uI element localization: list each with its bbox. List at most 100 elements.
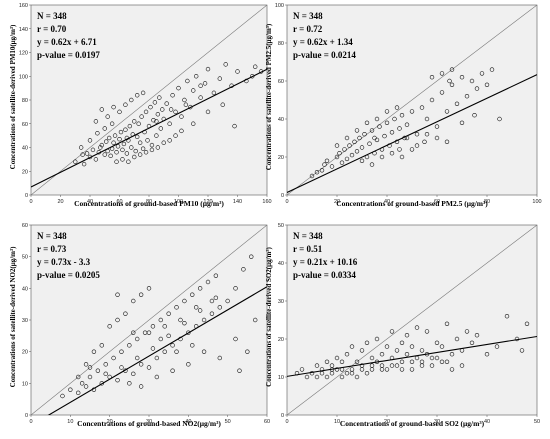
data-point [168,107,174,112]
stat-line: N = 348 [293,11,323,21]
data-point [151,117,156,123]
data-point [379,352,385,357]
data-point [152,100,158,105]
y-tick-label: 30 [278,299,284,305]
x-axis-label: Concentrations of ground-based NO2(μg/m³… [77,419,221,428]
stat-line: y = 0.62x + 1.34 [293,37,353,47]
y-axis-label: Concentrations of satellite-derived NO2(… [9,246,17,387]
y-tick-label: 60 [278,79,284,85]
data-point [397,147,402,152]
data-point [354,359,360,364]
data-point [81,161,87,167]
data-point [178,317,183,323]
data-point [384,344,390,349]
data-point [115,317,120,323]
data-point [434,124,440,129]
data-point [205,279,211,285]
data-point [362,132,367,137]
data-point [139,114,144,119]
panel-2: 0 20 40 60 80 100 0 20 40 60 80 100 N = 348 r = 0.72 y… [265,3,542,208]
data-point [429,74,435,80]
data-point [60,393,65,399]
data-point [434,340,440,345]
y-tick-label: 20 [278,337,284,343]
data-point [155,145,161,150]
y-tick-label: 30 [22,318,28,324]
data-point [106,135,112,141]
stat-line: r = 0.70 [37,24,67,34]
data-point [182,320,187,326]
data-point [334,367,340,372]
data-point [135,93,140,98]
data-point [155,112,161,117]
data-point [232,123,237,129]
regression-line [31,68,267,188]
y-tick-label: 0 [281,413,284,419]
y-tick-label: 0 [25,413,28,419]
y-tick-label: 140 [19,27,28,33]
stat-line: r = 0.72 [293,24,323,34]
data-point [419,363,425,368]
data-point [143,150,149,155]
data-point [469,78,475,84]
y-tick-label: 80 [278,41,284,47]
data-point [109,121,115,126]
data-point [409,367,415,372]
x-tick-label: 50 [225,419,231,425]
data-point [205,109,211,115]
data-point [347,143,352,148]
data-point [379,154,385,160]
data-point [197,286,203,291]
data-point [449,67,455,72]
data-point [83,362,89,367]
regression-line [47,286,267,415]
data-point [337,151,342,156]
data-point [354,374,360,380]
x-tick-label: 50 [534,419,540,425]
data-point [392,116,397,122]
data-point [111,140,116,145]
y-tick-label: 40 [22,286,28,292]
data-point [211,90,217,96]
data-point [324,359,330,364]
x-axis-label: Concentrations of ground-based PM10 (μg/… [74,199,224,208]
data-point [186,330,191,335]
data-point [202,81,208,86]
data-point [237,368,242,373]
data-point [93,157,99,162]
data-point [364,120,370,126]
data-point [194,305,199,310]
data-point [146,286,152,291]
data-point [99,343,105,348]
data-point [80,152,85,157]
data-point [158,126,164,131]
data-point [414,132,420,137]
data-point [167,138,172,143]
data-point [146,365,152,370]
data-point [419,348,425,353]
data-point [115,377,120,383]
x-tick-label: 20 [384,419,390,425]
data-point [352,139,357,145]
data-point [223,62,228,67]
data-point [150,346,156,351]
x-axis-label: Concentrations of ground-based SO2 (μg/m… [340,419,485,428]
data-point [174,349,179,354]
data-point [344,371,350,376]
data-point [339,359,345,364]
data-point [253,64,258,69]
data-point [154,119,159,124]
data-point [114,150,119,155]
data-point [111,355,116,361]
data-point [182,97,187,103]
data-point [138,292,144,297]
data-point [198,95,203,100]
data-point [424,132,430,137]
data-point [191,88,196,93]
x-tick-label: 10 [334,419,340,425]
stat-line: N = 348 [37,231,67,241]
data-point [484,82,490,88]
data-point [429,355,435,361]
data-point [424,116,430,122]
data-point [103,371,108,377]
